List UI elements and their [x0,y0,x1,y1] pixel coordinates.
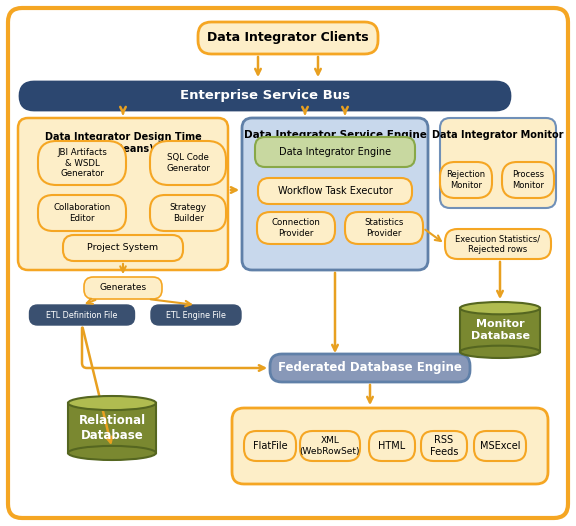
Ellipse shape [68,446,156,460]
Ellipse shape [68,396,156,410]
Text: Collaboration
Editor: Collaboration Editor [54,204,111,222]
FancyBboxPatch shape [38,195,126,231]
Text: SQL Code
Generator: SQL Code Generator [166,153,210,173]
Text: Statistics
Provider: Statistics Provider [364,218,404,238]
Text: XML
(WebRowSet): XML (WebRowSet) [300,436,360,456]
Text: Data Integrator Engine: Data Integrator Engine [279,147,391,157]
Text: Data Integrator Clients: Data Integrator Clients [207,32,369,45]
FancyBboxPatch shape [345,212,423,244]
Ellipse shape [460,302,540,315]
FancyBboxPatch shape [502,162,554,198]
FancyBboxPatch shape [198,22,378,54]
FancyBboxPatch shape [18,118,228,270]
FancyBboxPatch shape [29,305,135,325]
Polygon shape [68,403,156,453]
FancyBboxPatch shape [258,178,412,204]
Text: Rejection
Monitor: Rejection Monitor [446,170,486,190]
FancyBboxPatch shape [421,431,467,461]
FancyBboxPatch shape [255,137,415,167]
Text: Connection
Provider: Connection Provider [271,218,320,238]
Ellipse shape [460,346,540,358]
FancyBboxPatch shape [38,141,126,185]
FancyBboxPatch shape [63,235,183,261]
Text: Execution Statistics/
Rejected rows: Execution Statistics/ Rejected rows [456,234,540,254]
Polygon shape [460,308,540,352]
FancyBboxPatch shape [474,431,526,461]
FancyBboxPatch shape [244,431,296,461]
Text: FlatFile: FlatFile [253,441,287,451]
FancyBboxPatch shape [232,408,548,484]
Text: Federated Database Engine: Federated Database Engine [278,361,462,375]
Text: Project System: Project System [88,244,158,252]
Text: Monitor
Database: Monitor Database [471,319,529,341]
Text: JBI Artifacts
& WSDL
Generator: JBI Artifacts & WSDL Generator [57,148,107,178]
Text: Process
Monitor: Process Monitor [512,170,544,190]
Text: MSExcel: MSExcel [480,441,520,451]
Text: Data Integrator Monitor: Data Integrator Monitor [432,130,564,140]
Text: Relational
Database: Relational Database [78,414,146,442]
FancyBboxPatch shape [8,8,568,518]
Text: Data Integrator Service Engine: Data Integrator Service Engine [244,130,426,140]
FancyBboxPatch shape [242,118,428,270]
FancyBboxPatch shape [150,195,226,231]
Text: RSS
Feeds: RSS Feeds [430,435,458,457]
FancyBboxPatch shape [300,431,360,461]
FancyBboxPatch shape [257,212,335,244]
FancyBboxPatch shape [84,277,162,299]
Text: HTML: HTML [378,441,406,451]
FancyBboxPatch shape [270,354,470,382]
Text: Workflow Task Executor: Workflow Task Executor [278,186,392,196]
Text: Data Integrator Design Time
(NetBeans): Data Integrator Design Time (NetBeans) [44,132,202,154]
Text: ETL Engine File: ETL Engine File [166,310,226,319]
FancyBboxPatch shape [150,141,226,185]
FancyBboxPatch shape [440,162,492,198]
FancyBboxPatch shape [445,229,551,259]
FancyBboxPatch shape [440,118,556,208]
Text: Enterprise Service Bus: Enterprise Service Bus [180,89,350,103]
Text: Strategy
Builder: Strategy Builder [169,204,207,222]
Text: Generates: Generates [100,284,146,292]
FancyBboxPatch shape [20,82,510,110]
FancyBboxPatch shape [151,305,241,325]
Text: ETL Definition File: ETL Definition File [46,310,118,319]
FancyBboxPatch shape [369,431,415,461]
